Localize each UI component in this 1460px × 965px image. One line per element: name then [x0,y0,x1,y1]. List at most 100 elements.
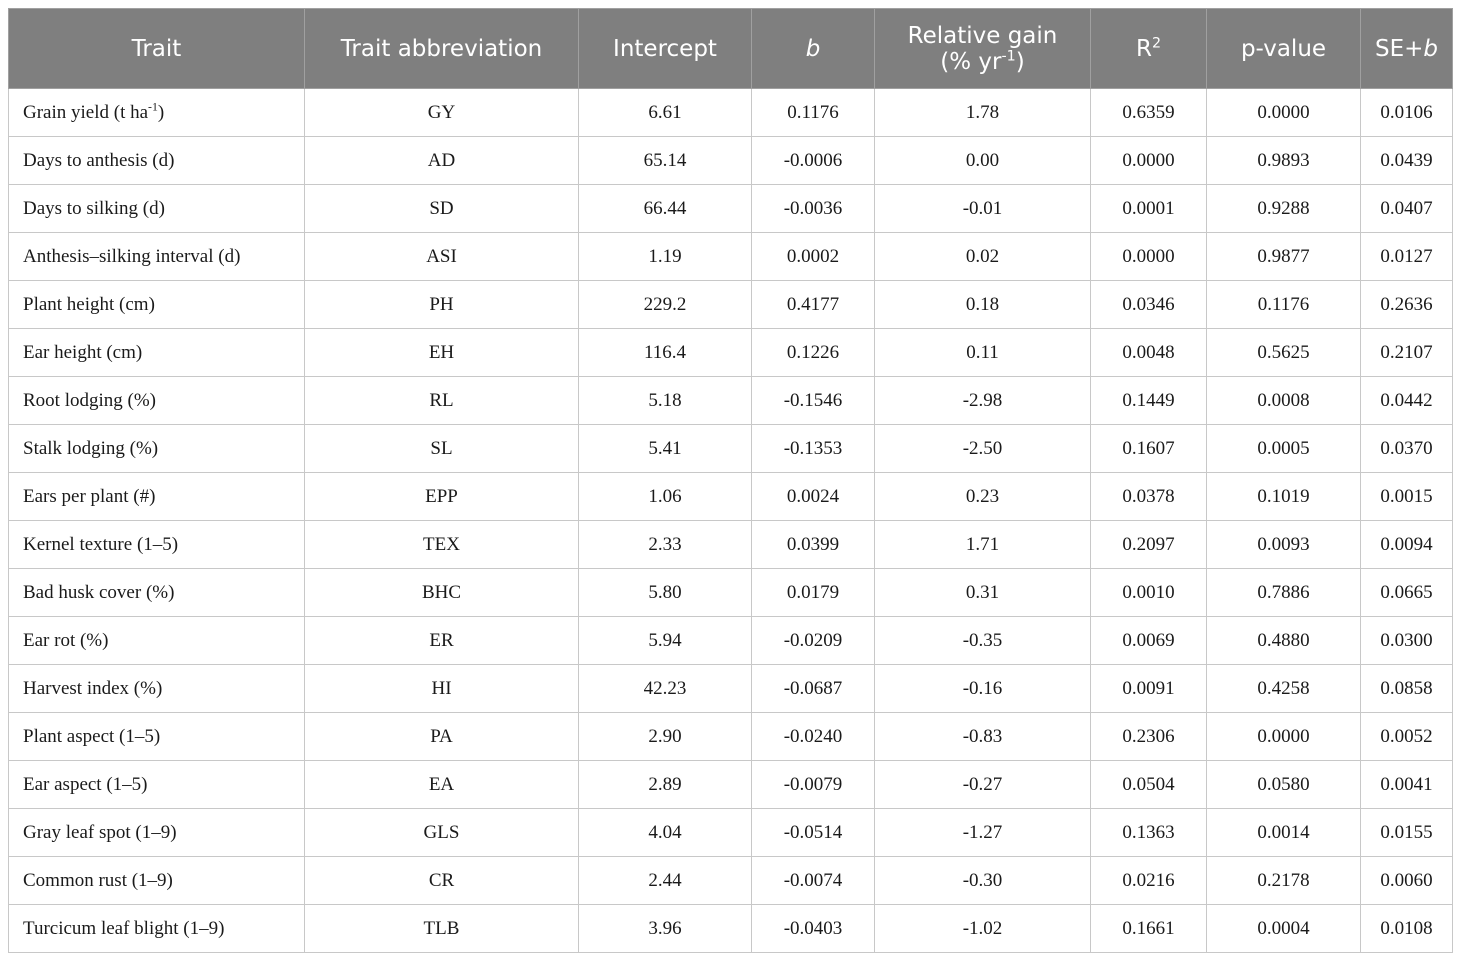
p-value-cell: 0.7886 [1206,568,1361,617]
trait-name: Kernel texture (1–5) [23,533,179,555]
trait-name: Anthesis–silking interval (d) [23,245,241,267]
se-b-cell: 0.0060 [1360,856,1453,905]
se-b-cell: 0.0370 [1360,424,1453,473]
relative-gain-cell: 0.00 [874,136,1091,185]
relative-gain-cell: 0.11 [874,328,1091,377]
trait-abbreviation-cell: PA [304,712,579,761]
trait-cell: Ear rot (%) [8,616,305,665]
table-row: Gray leaf spot (1–9) GLS 4.04 -0.0514 -1.27 0… [8,808,1453,857]
header-r2: R2 [1090,8,1207,89]
se-prefix: SE+ [1374,35,1424,62]
intercept-cell: 1.19 [578,232,752,281]
intercept-cell: 2.90 [578,712,752,761]
relative-gain-line2: (% yr-1) [908,49,1058,75]
b-cell: -0.1546 [751,376,875,425]
trait-abbreviation-cell: SL [304,424,579,473]
trait-cell: Grain yield (t ha-1) [8,88,305,137]
b-cell: 0.0002 [751,232,875,281]
se-b-cell: 0.0442 [1360,376,1453,425]
r2-cell: 0.2306 [1090,712,1207,761]
p-value-cell: 0.9288 [1206,184,1361,233]
relative-gain-cell: 0.23 [874,472,1091,521]
relative-gain-label: Relative gain (% yr-1) [908,23,1058,75]
trait-cell: Plant height (cm) [8,280,305,329]
r2-cell: 0.0346 [1090,280,1207,329]
b-cell: 0.1226 [751,328,875,377]
trait-cell: Plant aspect (1–5) [8,712,305,761]
r2-cell: 0.0504 [1090,760,1207,809]
table-row: Ears per plant (#) EPP 1.06 0.0024 0.23 0.037… [8,472,1453,521]
r2-cell: 0.0001 [1090,184,1207,233]
trait-name: Ear rot (%) [23,629,109,651]
relative-gain-cell: -0.27 [874,760,1091,809]
se-b-cell: 0.2636 [1360,280,1453,329]
b-cell: -0.0036 [751,184,875,233]
relative-gain-cell: 0.18 [874,280,1091,329]
table-header: Trait Trait abbreviation Intercept b Rel… [8,8,1453,89]
intercept-cell: 229.2 [578,280,752,329]
b-cell: -0.0006 [751,136,875,185]
b-cell: -0.0209 [751,616,875,665]
table-row: Plant height (cm) PH 229.2 0.4177 0.18 0.0346… [8,280,1453,329]
trait-name: Ear aspect (1–5) [23,773,148,795]
p-value-cell: 0.0580 [1206,760,1361,809]
trait-cell: Anthesis–silking interval (d) [8,232,305,281]
r2-cell: 0.1449 [1090,376,1207,425]
intercept-cell: 65.14 [578,136,752,185]
trait-name: Grain yield (t ha [23,101,149,123]
intercept-cell: 2.44 [578,856,752,905]
relative-gain-cell: -0.30 [874,856,1091,905]
r2-cell: 0.0000 [1090,232,1207,281]
p-value-cell: 0.4258 [1206,664,1361,713]
trait-name: Days to silking (d) [23,197,165,219]
r2-cell: 0.1607 [1090,424,1207,473]
se-b-cell: 0.0094 [1360,520,1453,569]
table-row: Harvest index (%) HI 42.23 -0.0687 -0.16 0.00… [8,664,1453,713]
relative-gain-unit-sup: -1 [1001,47,1016,64]
r2-base: R [1135,35,1152,62]
se-b: b [1423,35,1438,62]
trait-abbreviation-cell: TEX [304,520,579,569]
trait-abbreviation-cell: GY [304,88,579,137]
se-b-cell: 0.0439 [1360,136,1453,185]
relative-gain-cell: -0.01 [874,184,1091,233]
p-value-cell: 0.1176 [1206,280,1361,329]
trait-unit-post: ) [157,101,165,123]
r2-cell: 0.0378 [1090,472,1207,521]
se-b-cell: 0.0041 [1360,760,1453,809]
trait-name: Stalk lodging (%) [23,437,159,459]
trait-name: Turcicum leaf blight (1–9) [23,917,225,939]
header-trait: Trait [8,8,305,89]
trait-abbreviation-cell: SD [304,184,579,233]
header-se-b: SE+b [1360,8,1453,89]
trait-abbreviation-cell: PH [304,280,579,329]
se-b-cell: 0.0155 [1360,808,1453,857]
table-row: Anthesis–silking interval (d) ASI 1.19 0.00… [8,232,1453,281]
intercept-cell: 3.96 [578,904,752,953]
intercept-cell: 4.04 [578,808,752,857]
r2-cell: 0.0091 [1090,664,1207,713]
table-row: Plant aspect (1–5) PA 2.90 -0.0240 -0.83 0.23… [8,712,1453,761]
trait-abbreviation-cell: EPP [304,472,579,521]
trait-name: Gray leaf spot (1–9) [23,821,177,843]
trait-cell: Harvest index (%) [8,664,305,713]
b-cell: -0.0687 [751,664,875,713]
p-value-cell: 0.0093 [1206,520,1361,569]
se-b-cell: 0.0052 [1360,712,1453,761]
intercept-cell: 2.33 [578,520,752,569]
intercept-cell: 66.44 [578,184,752,233]
se-b-cell: 0.0407 [1360,184,1453,233]
p-value-cell: 0.0014 [1206,808,1361,857]
trait-name: Days to anthesis (d) [23,149,175,171]
table-row: Ear height (cm) EH 116.4 0.1226 0.11 0.0048 0.… [8,328,1453,377]
trait-name: Harvest index (%) [23,677,163,699]
r2-cell: 0.0048 [1090,328,1207,377]
relative-gain-cell: 1.71 [874,520,1091,569]
intercept-cell: 5.80 [578,568,752,617]
intercept-cell: 5.18 [578,376,752,425]
se-b-cell: 0.0665 [1360,568,1453,617]
p-value-cell: 0.0000 [1206,88,1361,137]
relative-gain-cell: 0.02 [874,232,1091,281]
trait-abbreviation-cell: RL [304,376,579,425]
p-value-cell: 0.4880 [1206,616,1361,665]
